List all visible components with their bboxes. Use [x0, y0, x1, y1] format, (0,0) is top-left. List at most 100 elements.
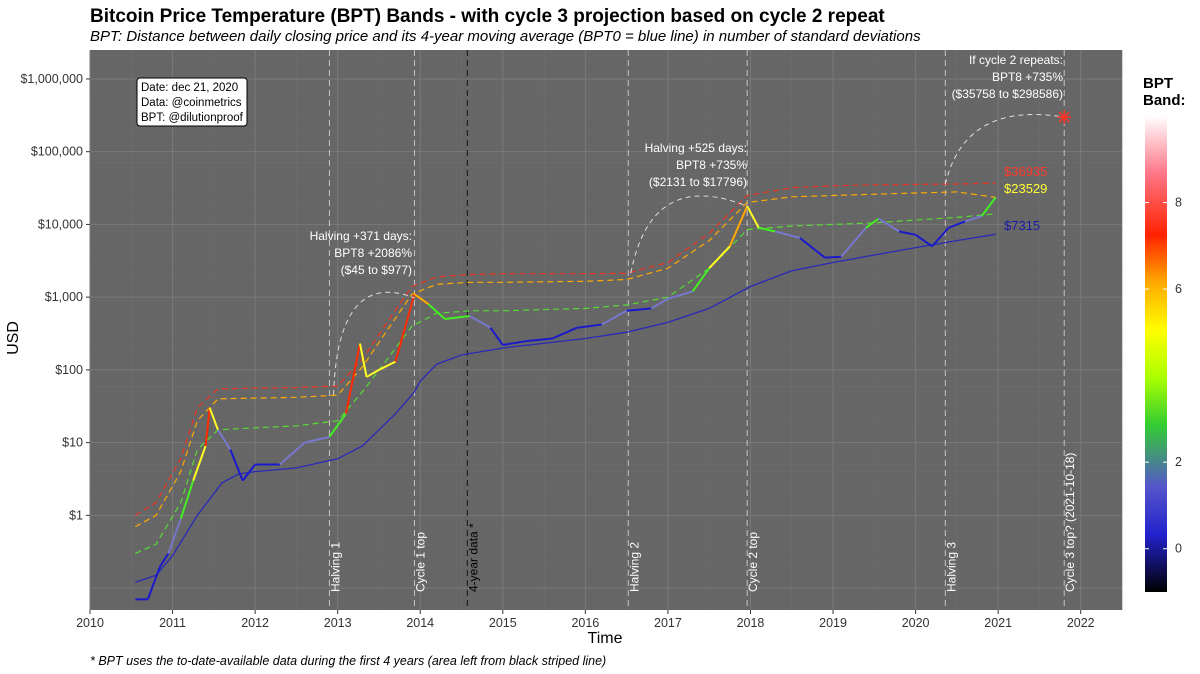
x-tick-label: 2017	[654, 616, 682, 630]
price-segment	[204, 407, 211, 447]
band-line-8	[135, 182, 996, 516]
info-box: Date: dec 21, 2020 Data: @coinmetrics BPT:…	[136, 77, 248, 127]
legend-title: BPT	[1143, 75, 1173, 92]
x-tick-label: 2020	[902, 616, 930, 630]
chart-subtitle: BPT: Distance between daily closing pric…	[90, 28, 921, 45]
price-segment	[746, 205, 760, 229]
y-tick-label: $100,000	[31, 145, 83, 159]
price-segment	[413, 293, 430, 306]
price-segment	[601, 309, 628, 326]
band-line-6	[135, 191, 996, 528]
price-segment	[626, 307, 652, 312]
end-label: $36935	[1004, 164, 1047, 179]
price-segment	[489, 327, 504, 346]
x-tick-label: 2014	[406, 616, 434, 630]
arc-cycle1	[333, 291, 415, 396]
y-tick-label: $1	[69, 508, 83, 522]
annotation-line: ($45 to $977)	[341, 263, 412, 277]
price-segment	[840, 227, 867, 258]
price-segment	[328, 413, 347, 438]
price-segment	[691, 267, 711, 292]
price-segment	[279, 441, 306, 466]
y-tick-label: $1,000	[45, 290, 83, 304]
y-tick-label: $100	[55, 363, 83, 377]
legend-tick-label: 0	[1175, 542, 1182, 556]
legend-colorbar	[1145, 116, 1167, 592]
annotation-line: ($2131 to $17796)	[649, 175, 747, 189]
price-segment	[551, 326, 578, 340]
annotation-line: Halving +525 days:	[645, 141, 747, 155]
price-segment	[167, 518, 182, 554]
x-tick-label: 2015	[489, 616, 517, 630]
price-segment	[708, 245, 731, 269]
price-segment	[728, 205, 749, 247]
vline-label: Halving 3	[944, 542, 958, 592]
vline-label: Halving 2	[627, 542, 641, 592]
price-segment	[208, 407, 219, 431]
price-segment	[217, 429, 232, 451]
footnote: * BPT uses the to-date-available data du…	[90, 654, 607, 668]
annotation-line: BPT8 +735%	[676, 158, 747, 172]
plot-area	[90, 50, 1122, 610]
price-segment	[865, 217, 880, 229]
price-segment	[444, 315, 470, 321]
vline-label: Cycle 2 top	[746, 532, 760, 592]
price-segment	[915, 233, 933, 248]
price-segment	[576, 323, 602, 329]
price-segment	[344, 343, 361, 414]
price-segment	[980, 196, 997, 217]
x-tick-label: 2010	[76, 616, 104, 630]
price-segment	[650, 297, 669, 310]
annotation-line: If cycle 2 repeats:	[969, 53, 1063, 67]
price-segment	[241, 463, 256, 482]
axes: 2010 2011 2012 2013 2014 2015 2016 2017 2018 2019…	[20, 72, 1094, 630]
plot-background	[90, 50, 1122, 610]
legend-tick-label: 8	[1175, 196, 1182, 210]
price-segment	[358, 343, 368, 378]
x-axis-title: Time	[588, 630, 623, 647]
price-segment	[898, 230, 916, 236]
info-line: BPT: @dilutionproof	[141, 112, 244, 124]
legend-title: Band:	[1143, 92, 1186, 109]
vline-label: Halving 1	[328, 542, 342, 592]
y-tick-label: $10	[62, 436, 83, 450]
series-group	[135, 182, 997, 601]
price-segment	[964, 215, 982, 223]
annotation-line: BPT8 +735%	[992, 70, 1063, 84]
grid-lines	[89, 50, 1123, 610]
legend-tick-label: 6	[1175, 282, 1182, 296]
price-segment	[667, 290, 693, 300]
legend-tick-label: 2	[1175, 455, 1182, 469]
y-axis-title: USD	[5, 321, 22, 355]
price-segment	[179, 480, 195, 520]
annotation-line: Halving +371 days:	[310, 229, 412, 243]
end-label: $23529	[1004, 181, 1047, 196]
price-segment	[758, 226, 776, 233]
chart-title: Bitcoin Price Temperature (BPT) Bands - …	[90, 6, 885, 27]
price-segment	[502, 339, 528, 346]
price-segment	[192, 445, 207, 481]
price-segment	[774, 230, 801, 239]
price-segment	[799, 237, 826, 259]
price-segment	[948, 220, 966, 229]
price-segment	[427, 303, 446, 320]
vline-label: 4-year data *	[466, 523, 480, 592]
price-segment	[877, 217, 900, 233]
price-segment	[469, 315, 491, 329]
projection-star	[1058, 111, 1070, 123]
vline-label: Cycle 3 top? (2021-10-18)	[1063, 453, 1077, 592]
price-segment	[229, 449, 244, 482]
x-tick-label: 2019	[819, 616, 847, 630]
price-segment	[394, 293, 416, 362]
info-box-frame	[136, 77, 248, 127]
vertical-markers: Halving 1 Cycle 1 top 4-year data * Halving…	[328, 50, 1077, 610]
x-tick-label: 2011	[159, 616, 186, 630]
x-tick-label: 2012	[241, 616, 269, 630]
price-segment	[304, 435, 330, 444]
y-tick-label: $1,000,000	[20, 72, 83, 86]
x-tick-label: 2022	[1067, 616, 1095, 630]
arc-cycle2	[630, 195, 748, 274]
band-line-0	[135, 233, 996, 583]
